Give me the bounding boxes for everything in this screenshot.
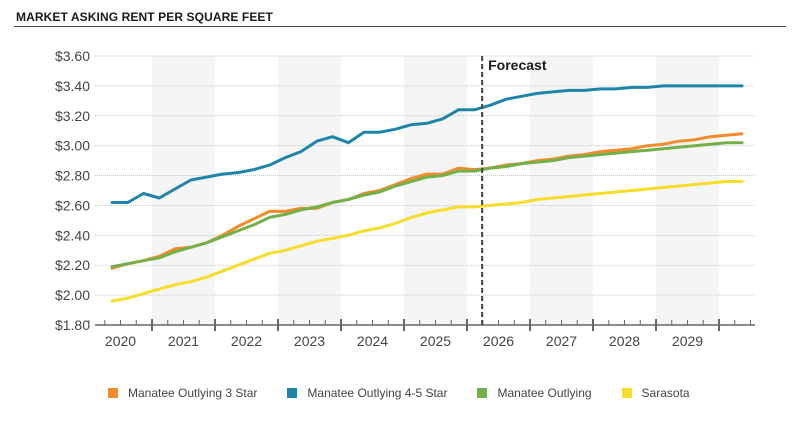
year-band: [404, 56, 467, 325]
series-line-manatee-outlying: [110, 141, 744, 269]
y-tick-label: $2.00: [55, 287, 90, 303]
y-tick-label: $3.40: [55, 78, 90, 94]
x-tick-label: 2028: [609, 333, 640, 349]
series-line-manatee-outlying-4-5-star: [110, 84, 744, 204]
y-tick-label: $1.80: [55, 317, 90, 333]
x-tick-label: 2021: [168, 333, 199, 349]
series-line-sarasota: [110, 180, 744, 303]
x-tick-label: 2025: [420, 333, 451, 349]
year-band: [278, 56, 341, 325]
legend-swatch-icon: [108, 388, 118, 398]
series-lines: [110, 84, 744, 303]
forecast-label: Forecast: [488, 57, 547, 73]
chart-title: MARKET ASKING RENT PER SQUARE FEET: [16, 10, 273, 24]
x-tick-label: 2029: [672, 333, 703, 349]
y-tick-label: $2.60: [55, 197, 90, 213]
legend-swatch-icon: [477, 388, 488, 398]
forecast-marker: Forecast: [481, 56, 547, 325]
legend: Manatee Outlying 3 Star Manatee Outlying…: [108, 386, 720, 400]
year-band: [530, 56, 593, 325]
year-bands: [152, 56, 719, 325]
legend-label: Manatee Outlying 4-5 Star: [307, 386, 448, 400]
x-tick-label: 2022: [231, 333, 262, 349]
y-tick-label: $3.60: [55, 48, 90, 64]
legend-item[interactable]: Sarasota: [621, 386, 690, 400]
legend-label: Manatee Outlying: [497, 386, 592, 400]
y-tick-label: $3.00: [55, 138, 90, 154]
legend-swatch-icon: [621, 388, 632, 398]
legend-label: Sarasota: [641, 386, 690, 400]
y-axis: $1.80 $2.00 $2.20 $2.40 $2.60 $2.80 $3.00 $3.20…: [55, 48, 90, 333]
legend-label: Manatee Outlying 3 Star: [128, 386, 258, 400]
y-tick-label: $3.20: [55, 108, 90, 124]
legend-item[interactable]: Manatee Outlying 4-5 Star: [287, 386, 447, 400]
legend-swatch-icon: [287, 388, 298, 398]
x-tick-label: 2024: [357, 333, 388, 349]
legend-item[interactable]: Manatee Outlying: [477, 386, 592, 400]
x-tick-label: 2020: [105, 333, 136, 349]
x-tick-label: 2027: [546, 333, 577, 349]
title-divider: [14, 26, 786, 27]
year-band: [656, 56, 719, 325]
legend-item[interactable]: Manatee Outlying 3 Star: [108, 386, 257, 400]
y-tick-label: $2.80: [55, 168, 90, 184]
x-tick-label: 2023: [294, 333, 325, 349]
year-band: [152, 56, 215, 325]
y-tick-label: $2.20: [55, 257, 90, 273]
x-axis: 2020 2021 2022 2023 2024 2025 2026 2027 2028 2029: [88, 319, 755, 349]
y-tick-label: $2.40: [55, 227, 90, 243]
x-tick-label: 2026: [483, 333, 514, 349]
